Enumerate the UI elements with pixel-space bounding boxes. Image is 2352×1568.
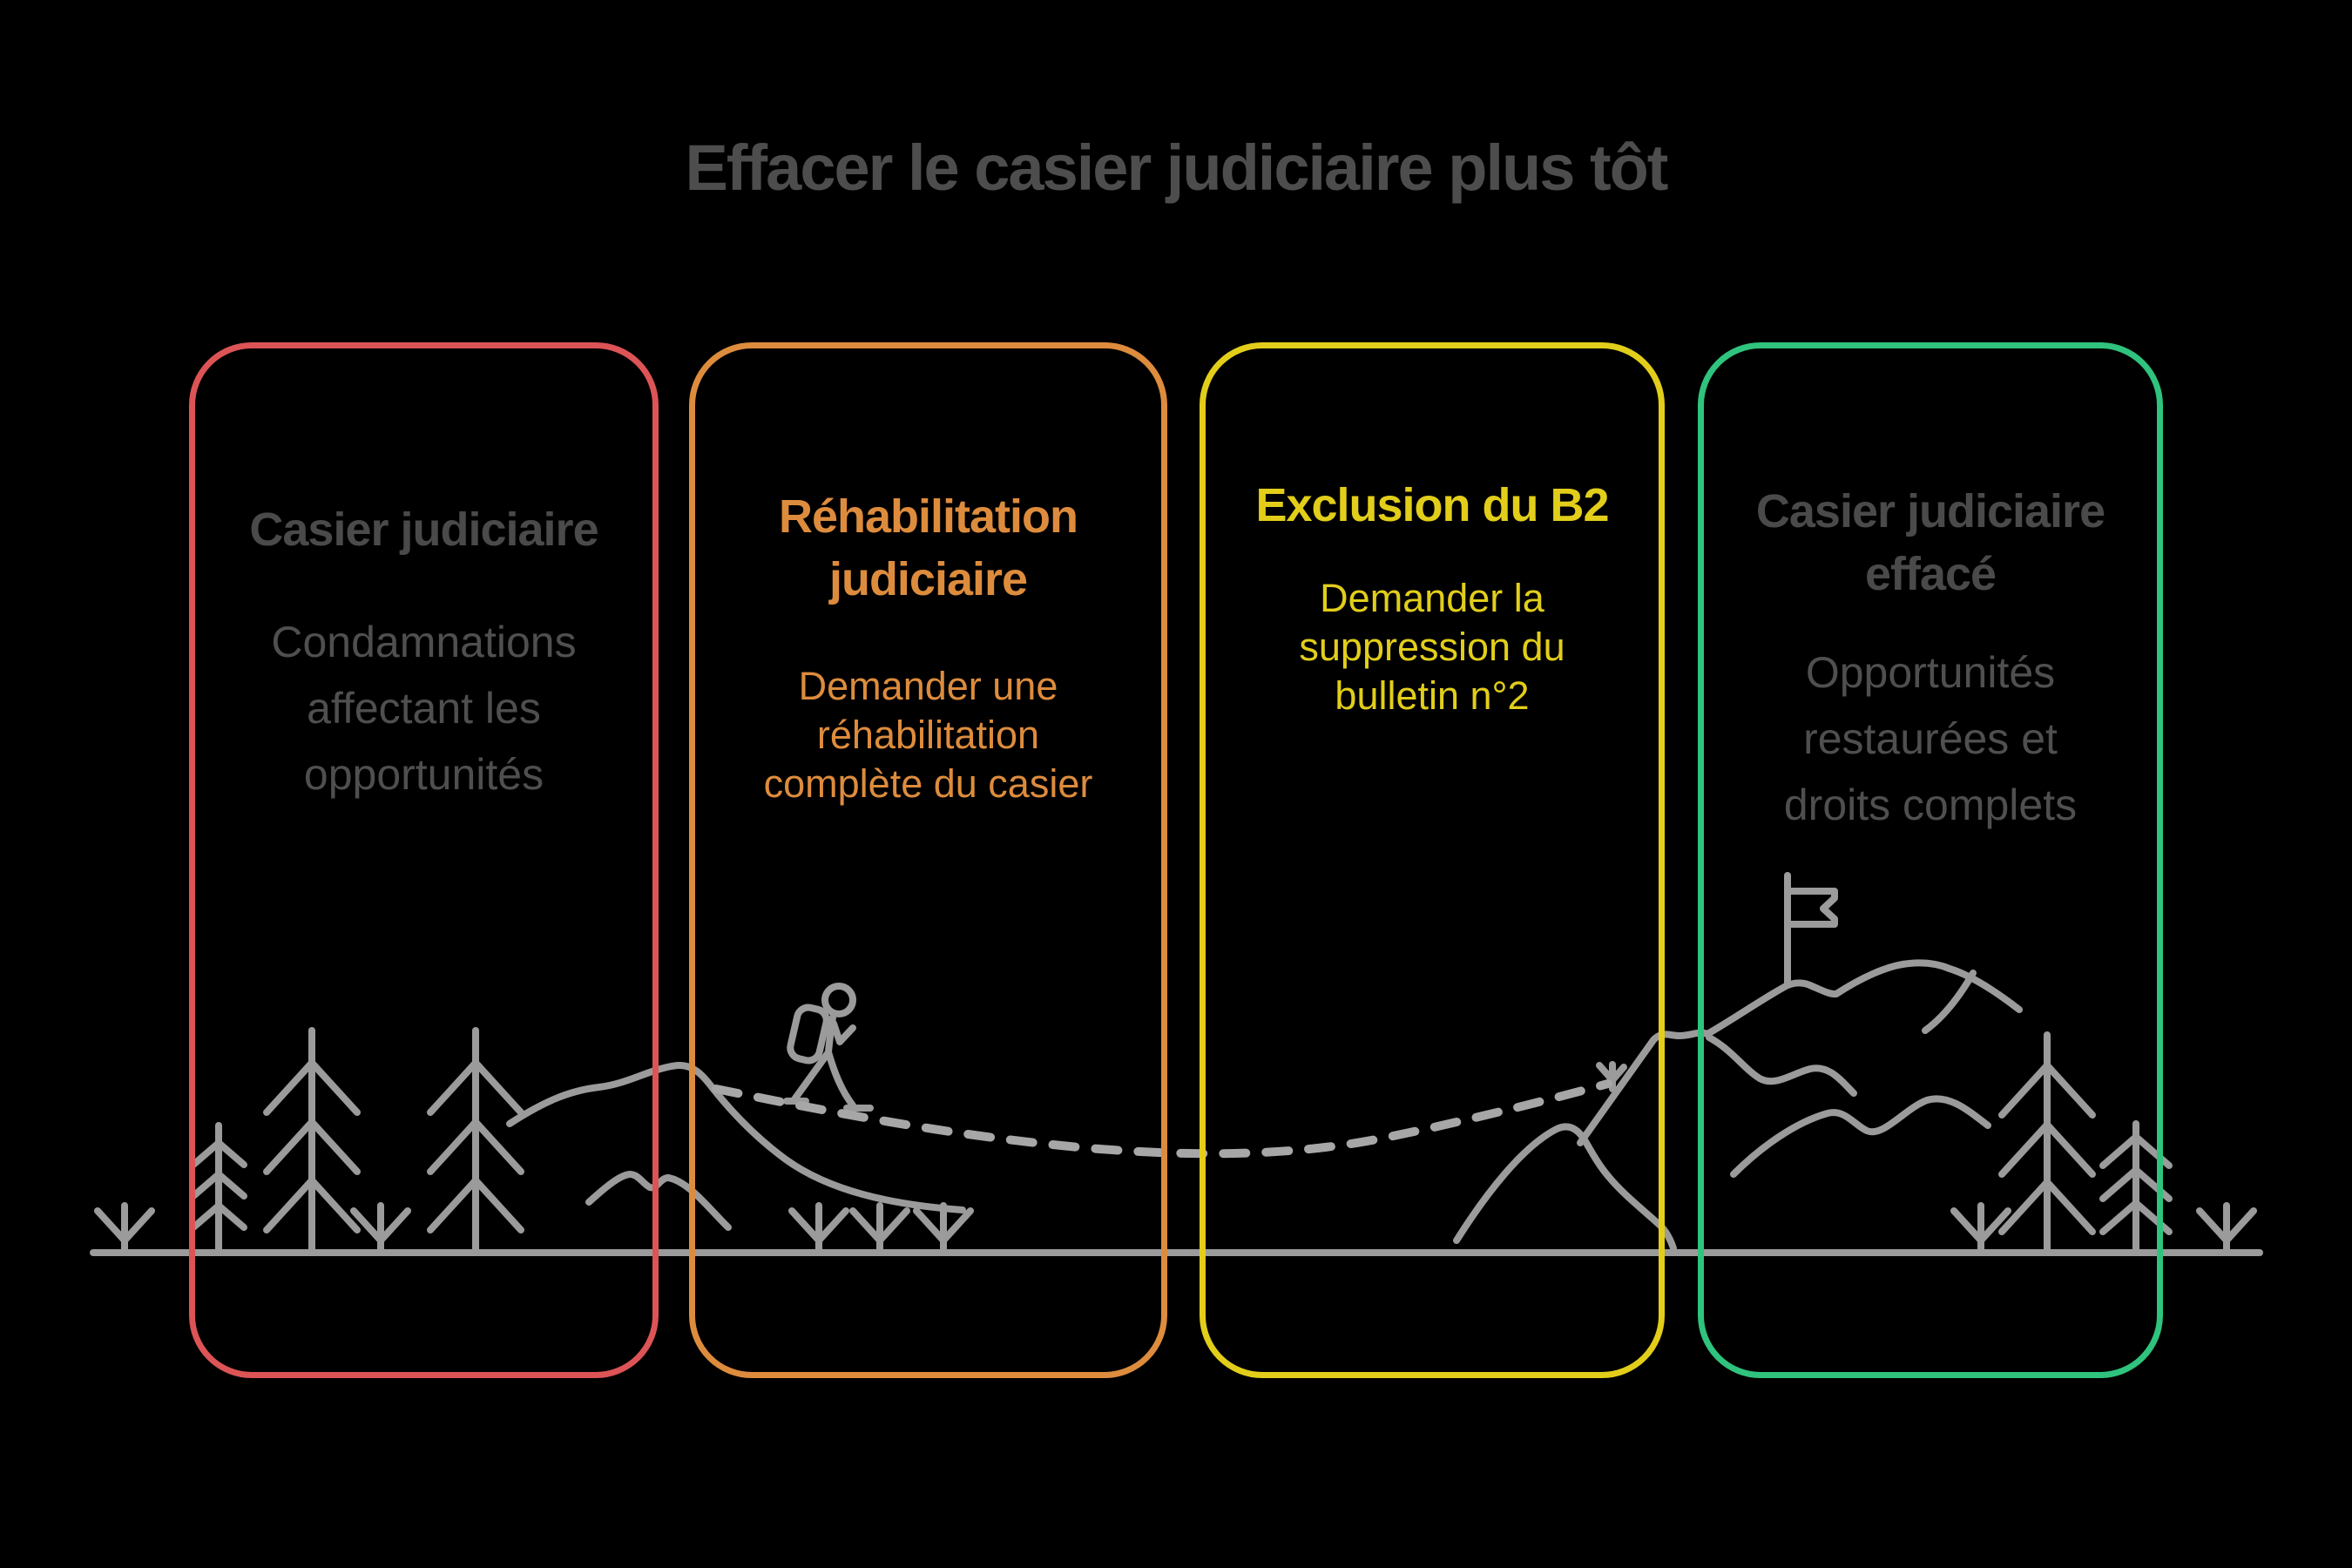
card-exclusion-du-b2: Exclusion du B2 Demander la suppression … (1200, 342, 1665, 1378)
card-body-line: Opportunités (1805, 648, 2056, 697)
landscape-lines (93, 875, 2260, 1253)
page-title: Effacer le casier judiciaire plus tôt (685, 132, 1669, 204)
card-body-line: affectant les (307, 684, 541, 733)
card-casier-judiciaire: Casier judiciaire Condamnations affectan… (189, 342, 659, 1378)
mountain-line (1734, 1098, 1988, 1174)
card-body: Condamnations affectant les opportunités (204, 609, 644, 808)
mountain-line (1925, 973, 1973, 1031)
sprout-icon (1599, 1064, 1624, 1089)
card-body-line: Demander la (1320, 576, 1544, 620)
card-title: Casier judiciaire effacé (1714, 480, 2146, 605)
mountain-line (1709, 1037, 1854, 1093)
card-body-line: Condamnations (271, 618, 577, 666)
sprout-icon (2200, 1206, 2254, 1253)
card-title-line: Casier judiciaire (1755, 485, 2105, 537)
pine-tree-icon (430, 1031, 521, 1253)
card-body-line: réhabilitation (816, 713, 1040, 757)
card-title-line: effacé (1864, 548, 1997, 600)
card-title-line: Réhabilitation (778, 490, 1078, 543)
sprout-icon (354, 1206, 408, 1253)
card-body-line: complète du casier (763, 761, 1093, 806)
pine-tree-icon (2002, 1035, 2092, 1253)
card-body-line: opportunités (303, 750, 544, 799)
sprout-icon (853, 1206, 907, 1253)
card-body: Opportunités restaurées et droits comple… (1713, 639, 2148, 838)
card-body: Demander la suppression du bulletin n°2 (1214, 574, 1650, 720)
backpack-icon (788, 1005, 829, 1063)
pine-tree-icon (267, 1031, 357, 1253)
card-body-line: restaurées et (1803, 714, 2058, 763)
sprout-icon (792, 1206, 846, 1253)
card-body: Demander une réhabilitation complète du … (704, 662, 1152, 808)
pine-tree-icon (193, 1125, 244, 1253)
card-body-line: bulletin n°2 (1335, 673, 1530, 718)
sprout-icon (916, 1206, 970, 1253)
dashed-trail (716, 1084, 1608, 1153)
hill-line (510, 1065, 963, 1210)
card-casier-judiciaire-efface: Casier judiciaire effacé Opportunités re… (1698, 342, 2163, 1378)
card-title-line: judiciaire (828, 553, 1028, 605)
card-body-line: Demander une (798, 664, 1058, 708)
card-body-line: droits complets (1783, 781, 2078, 829)
card-title: Exclusion du B2 (1216, 474, 1648, 537)
card-title: Réhabilitation judiciaire (706, 485, 1151, 611)
summit-flag-icon (1788, 875, 1835, 985)
sprout-icon (1954, 1206, 2008, 1253)
card-title-line: Casier judiciaire (249, 504, 598, 556)
sprout-icon (98, 1206, 152, 1253)
hiker-icon (787, 986, 870, 1108)
card-title: Casier judiciaire (206, 498, 642, 561)
mountain-line (1580, 963, 2019, 1143)
card-title-line: Exclusion du B2 (1255, 479, 1609, 531)
card-rehabilitation-judiciaire: Réhabilitation judiciaire Demander une r… (689, 342, 1167, 1378)
card-body-line: suppression du (1299, 625, 1565, 669)
